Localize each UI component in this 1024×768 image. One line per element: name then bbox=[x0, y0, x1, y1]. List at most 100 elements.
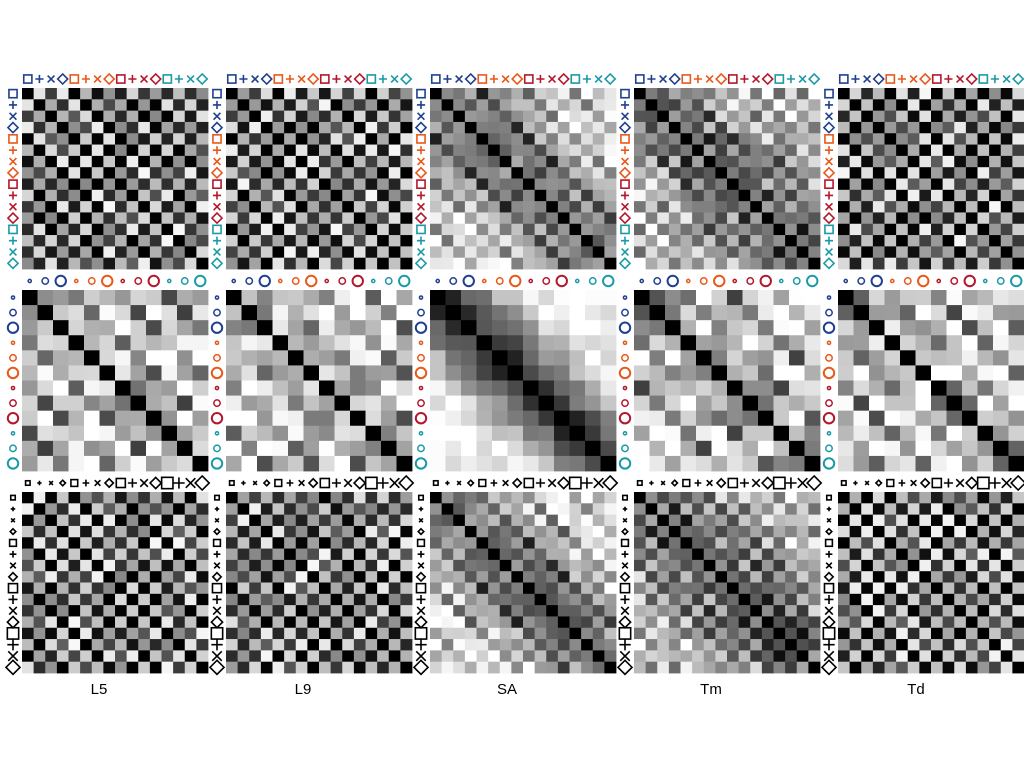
heatmap-cell bbox=[534, 616, 547, 629]
heatmap-cell bbox=[400, 133, 413, 145]
heatmap-cell bbox=[272, 99, 285, 112]
top-marker bbox=[331, 478, 341, 488]
heatmap-cell bbox=[696, 290, 712, 306]
heatmap-cell bbox=[295, 189, 308, 202]
heatmap-cell bbox=[377, 155, 390, 168]
heatmap-cell bbox=[161, 305, 178, 321]
heatmap-cell bbox=[45, 235, 58, 247]
heatmap-cell bbox=[931, 290, 947, 306]
heatmap-cell bbox=[727, 223, 740, 236]
top-marker bbox=[1010, 274, 1023, 288]
heatmap-cell bbox=[907, 155, 920, 168]
heatmap-cell bbox=[569, 350, 586, 366]
left-marker bbox=[822, 321, 836, 334]
heatmap-cell bbox=[680, 525, 693, 538]
heatmap-cell bbox=[257, 320, 273, 336]
heatmap-cell bbox=[727, 212, 740, 225]
heatmap-cell bbox=[977, 178, 990, 191]
left-marker bbox=[620, 100, 630, 110]
top-marker bbox=[713, 274, 726, 288]
left-marker bbox=[9, 248, 17, 257]
heatmap-cell bbox=[649, 440, 666, 457]
heatmap-cell bbox=[715, 167, 728, 179]
heatmap-cell bbox=[1012, 537, 1024, 549]
heatmap-cell bbox=[977, 365, 994, 381]
heatmap-cell bbox=[45, 571, 58, 583]
heatmap-cell bbox=[931, 548, 944, 561]
heatmap-cell bbox=[585, 440, 601, 457]
heatmap-cell bbox=[907, 525, 920, 538]
heatmap-cell bbox=[861, 605, 874, 617]
heatmap-cell bbox=[249, 492, 262, 504]
heatmap-cell bbox=[680, 425, 697, 442]
heatmap-cell bbox=[977, 99, 990, 112]
heatmap-cell bbox=[353, 514, 366, 527]
heatmap-cell bbox=[1012, 189, 1024, 202]
heatmap-cell bbox=[284, 189, 297, 202]
heatmap-cell bbox=[896, 661, 909, 674]
heatmap-cell bbox=[738, 178, 751, 191]
heatmap-cell bbox=[115, 235, 128, 247]
top-marker bbox=[307, 72, 320, 86]
heatmap-cell bbox=[942, 201, 955, 213]
heatmap-cell bbox=[796, 503, 809, 516]
left-marker bbox=[825, 308, 833, 317]
heatmap-cell bbox=[853, 425, 870, 442]
heatmap-cell bbox=[237, 548, 250, 561]
heatmap-cell bbox=[350, 380, 366, 396]
heatmap-cell bbox=[68, 365, 85, 381]
heatmap-cell bbox=[37, 440, 54, 457]
heatmap-cell bbox=[761, 144, 774, 157]
heatmap-cell bbox=[838, 305, 854, 321]
heatmap-cell bbox=[592, 88, 605, 100]
heatmap-cell bbox=[680, 639, 693, 651]
heatmap-cell bbox=[954, 99, 967, 112]
heatmap-cell bbox=[692, 492, 705, 504]
heatmap-cell bbox=[849, 514, 862, 527]
heatmap-cell bbox=[488, 189, 501, 202]
heatmap-cell bbox=[808, 661, 821, 674]
left-marker bbox=[618, 166, 632, 180]
heatmap-cell bbox=[295, 525, 308, 538]
left-marker bbox=[620, 236, 630, 245]
heatmap-cell bbox=[226, 582, 239, 595]
heatmap-cell bbox=[680, 167, 693, 179]
heatmap-cell bbox=[946, 335, 963, 351]
heatmap-cell bbox=[750, 525, 763, 538]
heatmap-cell bbox=[488, 223, 501, 236]
left-marker bbox=[414, 626, 428, 640]
heatmap-cell bbox=[761, 514, 774, 527]
top-marker bbox=[285, 74, 295, 84]
heatmap-cell bbox=[796, 144, 809, 157]
heatmap-cell bbox=[773, 650, 786, 663]
heatmap-cell bbox=[789, 425, 805, 442]
heatmap-cell bbox=[861, 189, 874, 202]
heatmap-cell bbox=[657, 99, 670, 112]
top-marker bbox=[24, 479, 31, 487]
heatmap-cell bbox=[464, 548, 477, 561]
heatmap-cell bbox=[226, 88, 239, 100]
heatmap-cell bbox=[272, 616, 285, 629]
left-marker bbox=[824, 538, 834, 548]
heatmap-cell bbox=[381, 455, 397, 472]
heatmap-cell bbox=[161, 133, 174, 145]
heatmap-cell bbox=[260, 235, 273, 247]
heatmap-cell bbox=[257, 455, 273, 472]
heatmap-cell bbox=[773, 548, 786, 561]
left-marker bbox=[414, 257, 428, 270]
heatmap-cell bbox=[907, 144, 920, 157]
heatmap-cell bbox=[581, 246, 594, 259]
left-marker bbox=[212, 100, 222, 110]
heatmap-cell bbox=[907, 571, 920, 583]
heatmap-cell bbox=[1012, 212, 1024, 225]
heatmap-cell bbox=[91, 616, 104, 629]
heatmap-cell bbox=[488, 503, 501, 516]
heatmap-cell bbox=[161, 605, 174, 617]
heatmap-cell bbox=[849, 639, 862, 651]
heatmap-cell bbox=[103, 559, 116, 572]
heatmap-cell bbox=[884, 235, 897, 247]
heatmap-cell bbox=[184, 201, 197, 213]
heatmap-cell bbox=[237, 661, 250, 674]
heatmap-cell bbox=[668, 571, 681, 583]
heatmap-cell bbox=[307, 246, 320, 259]
